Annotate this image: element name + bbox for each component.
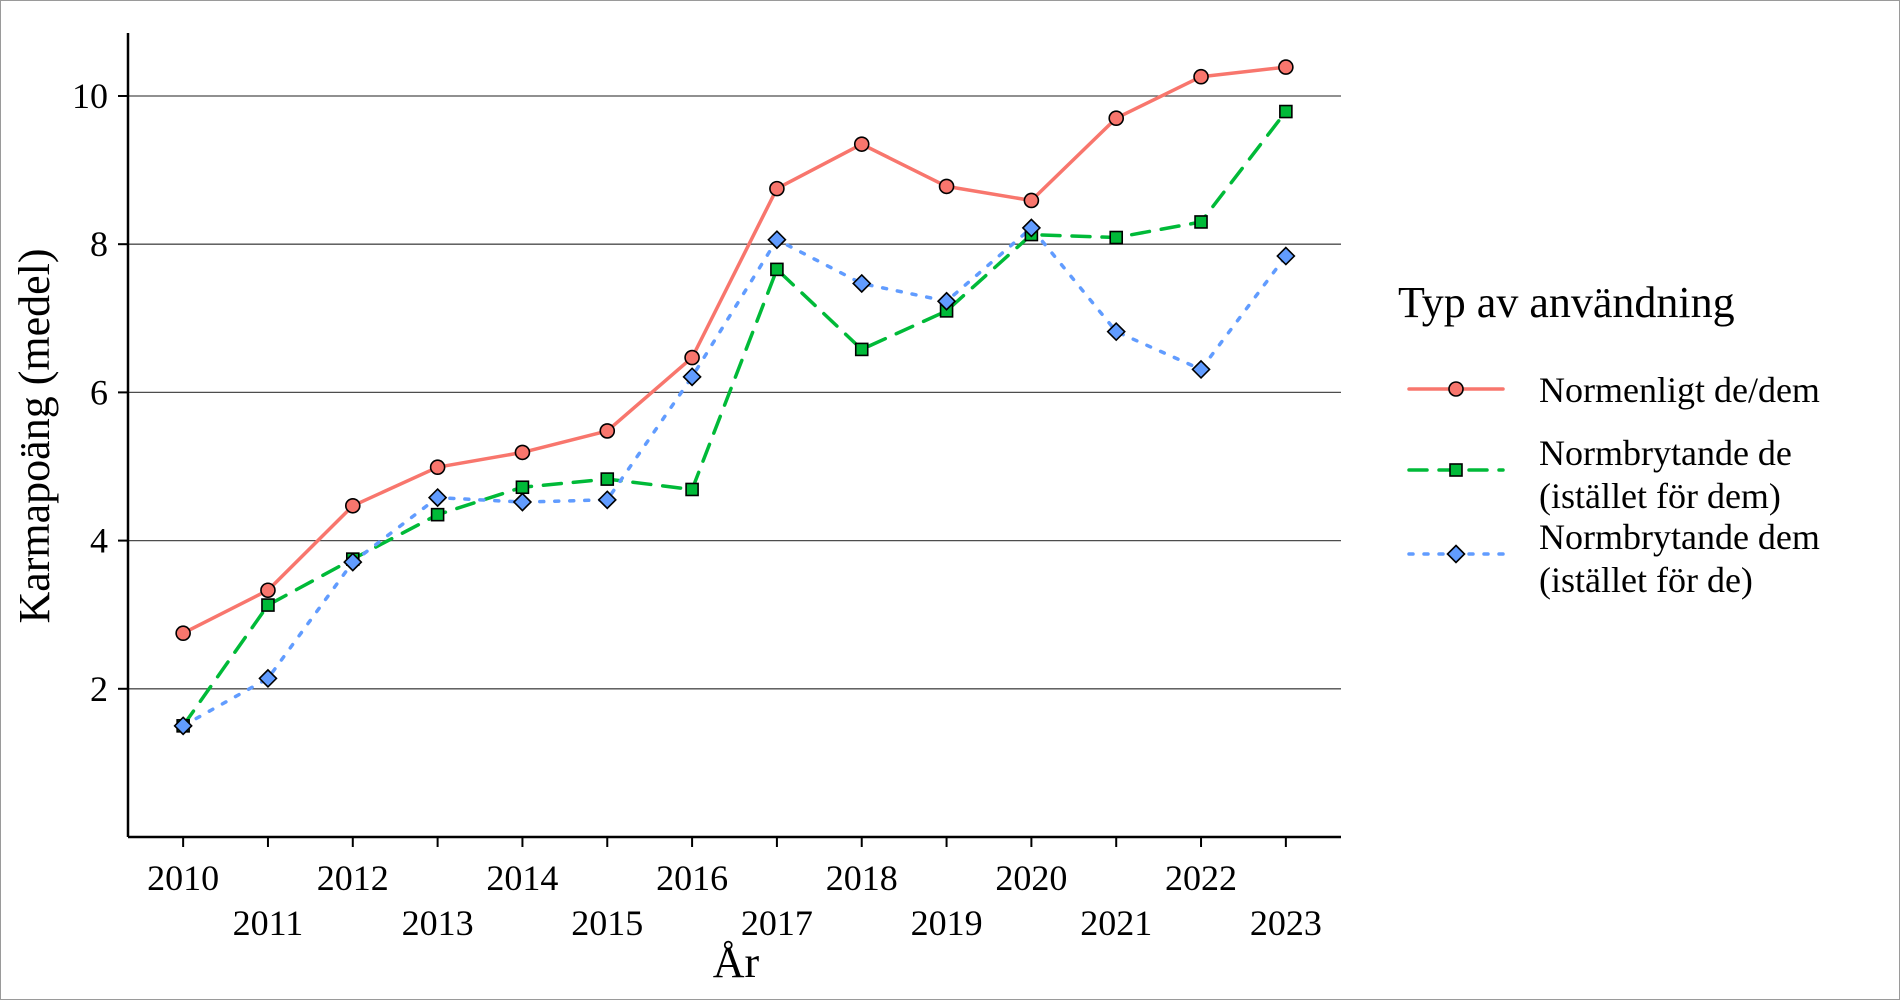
data-point-series-2: [1109, 230, 1124, 245]
gridlines: [128, 95, 1341, 690]
data-point-series-2: [430, 507, 445, 522]
data-point-series-2: [770, 262, 784, 277]
legend-title: Typ av användning: [1398, 278, 1735, 327]
y-tick-label: 2: [90, 669, 108, 709]
series-lines: [181, 65, 1288, 728]
data-point-series-2: [261, 598, 275, 612]
data-point-series-1: [1108, 110, 1125, 127]
data-point-series-2: [685, 482, 699, 497]
series-line-3: [181, 226, 1288, 728]
legend-key-marker-2: [1449, 463, 1463, 477]
x-tick-label: 2018: [826, 858, 898, 898]
data-point-series-3: [258, 668, 278, 689]
legend-label-3: (istället för de): [1539, 560, 1753, 600]
y-tick-label: 4: [90, 521, 108, 561]
x-tick-label: 2021: [1080, 903, 1152, 943]
y-tick-label: 8: [90, 224, 108, 264]
x-tick-label: 2022: [1165, 858, 1237, 898]
data-point-series-3: [512, 492, 533, 512]
x-tick-label: 2014: [486, 858, 558, 898]
data-point-series-2: [515, 480, 530, 495]
data-point-series-1: [260, 582, 276, 599]
data-point-series-3: [767, 230, 787, 250]
data-point-series-3: [597, 490, 617, 510]
legend-label-1: Normenligt de/dem: [1539, 370, 1820, 410]
data-point-series-3: [1106, 321, 1126, 342]
data-point-series-1: [1193, 68, 1209, 85]
data-point-series-3: [852, 273, 872, 294]
y-axis-ticks: 2 4 6 8 10: [72, 76, 128, 709]
data-point-series-3: [343, 552, 363, 572]
data-point-series-1: [429, 459, 446, 476]
data-point-series-3: [682, 367, 702, 387]
data-markers: [173, 59, 1296, 736]
data-point-series-1: [769, 180, 785, 197]
x-tick-label: 2023: [1250, 903, 1322, 943]
x-tick-label: 2016: [656, 858, 728, 898]
x-axis-ticks: 2010 2011 2012 2013 2014 2015 2016 2017 2018 2019…: [147, 837, 1322, 943]
data-point-series-3: [427, 487, 448, 508]
x-tick-label: 2017: [741, 903, 813, 943]
y-axis-title: Karmapoäng (medel): [10, 248, 59, 623]
x-tick-label: 2015: [571, 903, 643, 943]
data-point-series-2: [600, 472, 615, 486]
data-point-series-1: [1023, 192, 1040, 209]
data-point-series-3: [1191, 359, 1211, 380]
series-line-1: [181, 65, 1288, 635]
x-tick-label: 2020: [995, 858, 1067, 898]
x-tick-label: 2012: [317, 858, 389, 898]
x-tick-label: 2013: [402, 903, 474, 943]
data-point-series-3: [1021, 218, 1042, 238]
series-line-2: [181, 109, 1288, 728]
legend-key-marker-3: [1446, 544, 1466, 564]
data-point-series-3: [1276, 246, 1296, 266]
data-point-series-1: [853, 136, 870, 152]
x-tick-label: 2010: [147, 858, 219, 898]
x-axis-title: År: [713, 938, 760, 987]
data-point-series-1: [344, 497, 361, 514]
x-tick-label: 2019: [911, 903, 983, 943]
data-point-series-3: [936, 291, 957, 311]
data-point-series-1: [938, 178, 955, 195]
data-point-series-2: [854, 342, 869, 357]
data-point-series-1: [175, 625, 191, 642]
data-point-series-1: [684, 349, 700, 366]
axes: [126, 33, 1341, 839]
legend-label-2: Normbrytande de: [1539, 433, 1792, 473]
legend-label-3: Normbrytande dem: [1539, 517, 1820, 557]
data-point-series-1: [1278, 59, 1294, 75]
y-tick-label: 6: [90, 372, 108, 412]
data-point-series-3: [173, 716, 193, 736]
legend-key-marker-1: [1448, 381, 1464, 397]
data-point-series-2: [1279, 104, 1293, 119]
data-point-series-1: [599, 423, 616, 439]
legend-label-2: (istället för dem): [1539, 476, 1781, 516]
y-tick-label: 10: [72, 76, 108, 116]
x-tick-label: 2011: [233, 903, 304, 943]
data-point-series-1: [514, 444, 531, 461]
data-point-series-2: [1194, 215, 1208, 229]
legend: Typ av användning Normenligt de/dem Normb…: [1398, 278, 1820, 600]
